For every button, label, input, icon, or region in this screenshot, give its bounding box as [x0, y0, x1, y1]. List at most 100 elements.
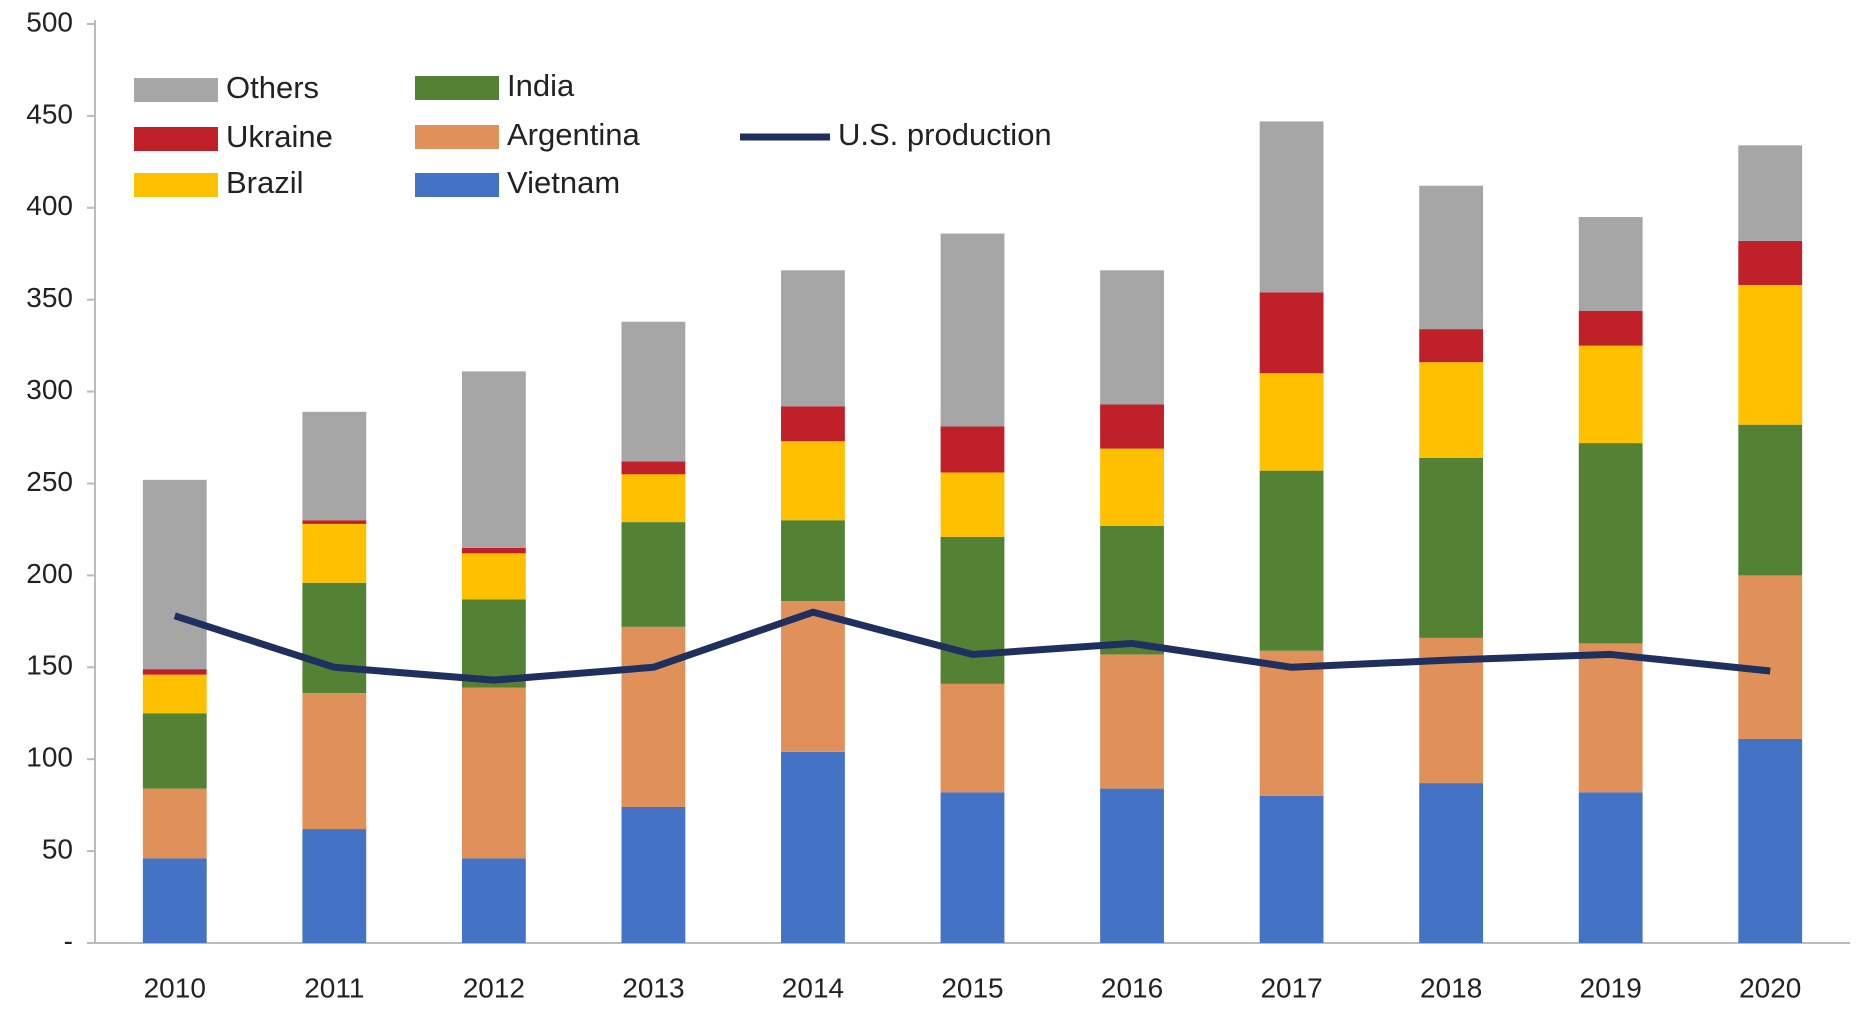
- bar-segment: [941, 684, 1005, 792]
- bar-segment: [1100, 526, 1164, 655]
- bar-segment: [622, 461, 686, 474]
- bar-segment: [1100, 449, 1164, 526]
- bar-segment: [462, 599, 526, 687]
- x-tick-label: 2010: [144, 972, 206, 1003]
- x-tick-label: 2020: [1739, 972, 1801, 1003]
- legend-label: U.S. production: [838, 117, 1052, 152]
- y-tick-label: 400: [26, 190, 73, 221]
- x-tick-label: 2012: [463, 972, 525, 1003]
- y-tick-label: 250: [26, 466, 73, 497]
- bar-segment: [1260, 292, 1324, 373]
- legend-label: India: [507, 68, 575, 103]
- bar-segment: [143, 675, 207, 714]
- y-tick-label: 450: [26, 98, 73, 129]
- x-tick-label: 2014: [782, 972, 844, 1003]
- legend-label: Others: [226, 70, 319, 105]
- legend-label: Vietnam: [507, 165, 620, 200]
- bar-segment: [143, 789, 207, 859]
- bar-segment: [1419, 458, 1483, 638]
- bar-segment: [941, 472, 1005, 536]
- y-tick-label: 150: [26, 650, 73, 681]
- bar-segment: [1260, 471, 1324, 651]
- legend-label: Brazil: [226, 165, 304, 200]
- bar-segment: [1100, 654, 1164, 788]
- bar-segment: [302, 693, 366, 829]
- bar-segment: [1579, 643, 1643, 792]
- bar-segment: [1738, 739, 1802, 943]
- bar-segment: [462, 688, 526, 859]
- bar-segment: [302, 524, 366, 583]
- x-tick-label: 2018: [1420, 972, 1482, 1003]
- legend: Vietnam Argentina India Brazil Ukraine Others…: [134, 68, 1052, 200]
- bar-segment: [622, 474, 686, 522]
- bar-segment: [622, 322, 686, 462]
- x-tick-label: 2013: [622, 972, 684, 1003]
- bar-segment: [1100, 789, 1164, 943]
- bar-segment: [143, 713, 207, 788]
- y-tick-label: 300: [26, 374, 73, 405]
- chart: - 50 100 150 200 250 300 350 400 450 500 2010 2011 20…: [0, 0, 1858, 1009]
- bar-segment: [781, 270, 845, 406]
- y-tick-label: 200: [26, 558, 73, 589]
- x-tick-label: 2011: [304, 972, 364, 1003]
- x-tick-label: 2017: [1260, 972, 1322, 1003]
- bar-segment: [302, 583, 366, 693]
- y-tick-label: 50: [42, 833, 73, 864]
- bar-segment: [941, 792, 1005, 943]
- bar-segment: [622, 522, 686, 627]
- bar-segment: [302, 520, 366, 524]
- bar-segment: [1579, 792, 1643, 943]
- bar-segment: [462, 371, 526, 547]
- bar-segment: [462, 548, 526, 554]
- y-tick-label: 350: [26, 282, 73, 313]
- x-tick-label: 2019: [1580, 972, 1642, 1003]
- bar-segment: [781, 406, 845, 441]
- bar-segment: [1738, 425, 1802, 576]
- bar-segment: [1579, 346, 1643, 443]
- bar-segment: [1738, 575, 1802, 739]
- y-tick-label: 100: [26, 742, 73, 773]
- bar-segment: [302, 412, 366, 520]
- bar-segment: [941, 537, 1005, 684]
- bar-segment: [1579, 217, 1643, 311]
- bar-segment: [781, 520, 845, 601]
- bar-segment: [1738, 285, 1802, 425]
- bar-segment: [1100, 404, 1164, 448]
- bar-segment: [1100, 270, 1164, 404]
- bar-segment: [1738, 145, 1802, 241]
- bar-segment: [462, 553, 526, 599]
- legend-swatch: [415, 76, 499, 100]
- legend-swatch: [134, 78, 218, 102]
- bar-segment: [1260, 796, 1324, 943]
- bar-segment: [1260, 373, 1324, 470]
- y-tick-label: -: [64, 925, 73, 956]
- bar-segment: [1579, 311, 1643, 346]
- bar-segment: [941, 427, 1005, 473]
- bar-segment: [622, 627, 686, 807]
- legend-swatch: [134, 127, 218, 151]
- x-tick-label: 2015: [941, 972, 1003, 1003]
- legend-swatch: [415, 173, 499, 197]
- bar-segment: [462, 858, 526, 943]
- y-tick-label: 500: [26, 6, 73, 37]
- legend-label: Argentina: [507, 117, 640, 152]
- bar-segment: [781, 752, 845, 943]
- bar-segment: [781, 601, 845, 752]
- legend-label: Ukraine: [226, 119, 333, 154]
- x-tick-label: 2016: [1101, 972, 1163, 1003]
- bar-segment: [1579, 443, 1643, 643]
- bar-segment: [143, 669, 207, 675]
- bar-segment: [1419, 186, 1483, 329]
- bar-segment: [1738, 241, 1802, 285]
- legend-swatch: [415, 125, 499, 149]
- bar-segment: [1260, 651, 1324, 796]
- bar-segment: [143, 480, 207, 669]
- bar-segment: [1419, 783, 1483, 943]
- bar-segment: [1419, 362, 1483, 458]
- bar-segment: [1260, 121, 1324, 292]
- bar-segment: [622, 807, 686, 943]
- bar-segment: [1419, 329, 1483, 362]
- bar-segment: [781, 441, 845, 520]
- legend-swatch: [134, 173, 218, 197]
- bar-segment: [302, 829, 366, 943]
